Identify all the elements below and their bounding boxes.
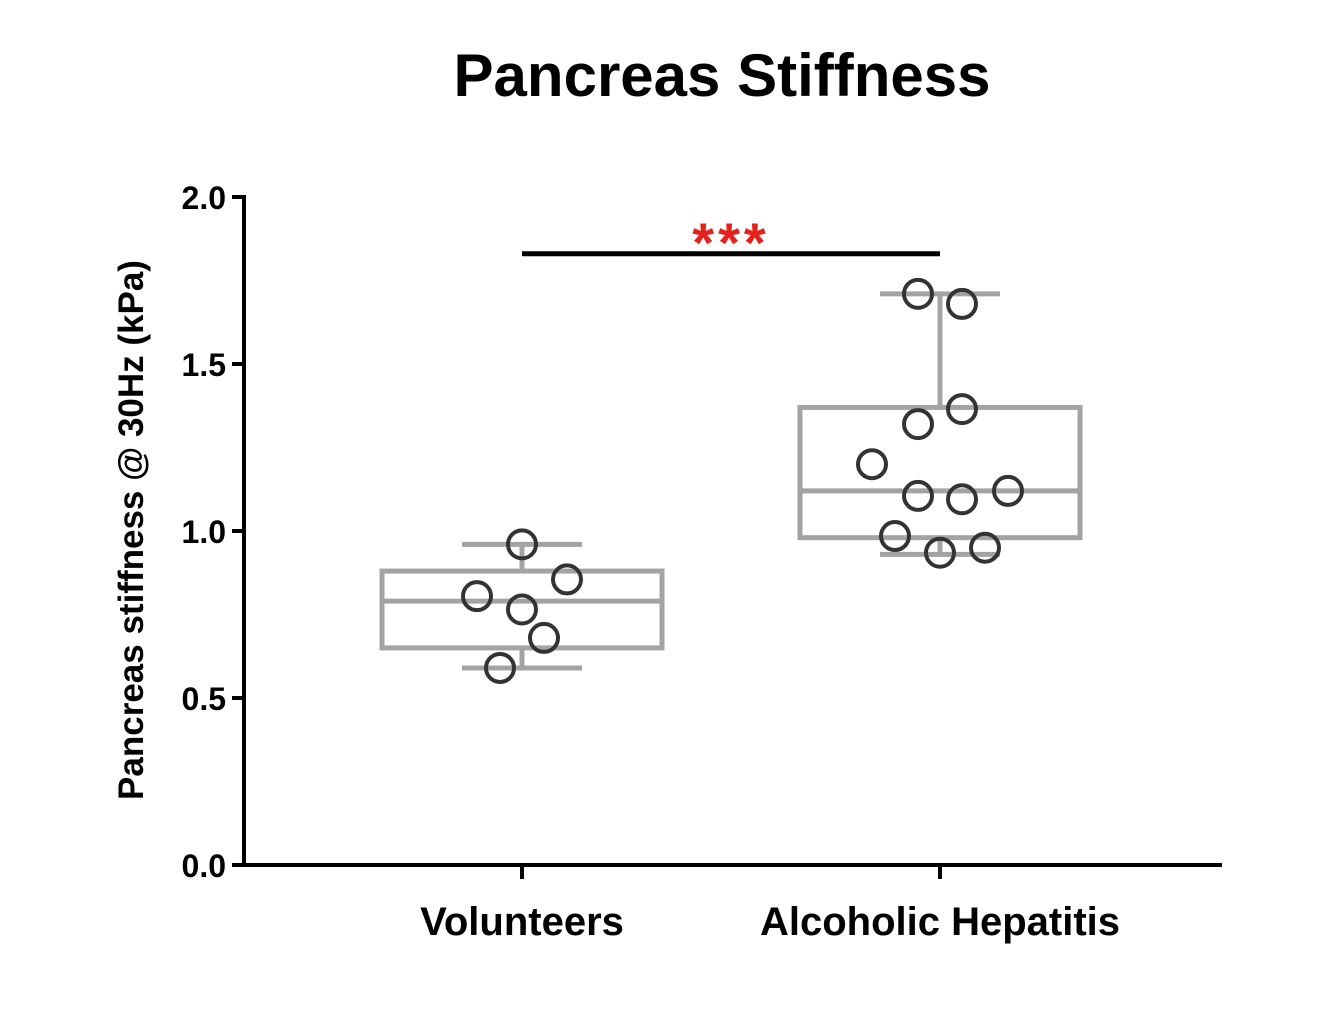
chart-title: Pancreas Stiffness	[454, 42, 991, 109]
data-point	[856, 448, 888, 481]
y-tick-label: 2.0	[182, 180, 226, 216]
iqr-box	[379, 568, 665, 651]
axes: 0.0 0.5 1.0 1.5 2.0 Volunteers Alcoholic Hepat…	[182, 180, 1222, 944]
data-point	[902, 277, 934, 310]
data-point	[902, 408, 934, 441]
box-alcoholic-hepatitis	[797, 291, 1083, 557]
data-point	[528, 621, 560, 654]
data-point	[924, 536, 956, 569]
y-axis-label: Pancreas stiffness @ 30Hz (kPa)	[112, 260, 151, 800]
x-tick-label: Alcoholic Hepatitis	[760, 900, 1120, 944]
x-tick-label: Volunteers	[420, 900, 624, 944]
y-tick-label: 0.0	[182, 848, 226, 884]
data-point	[506, 528, 538, 561]
y-tick-label: 1.5	[182, 347, 226, 383]
data-point	[946, 393, 978, 426]
box-volunteers	[379, 541, 665, 671]
data-points	[461, 277, 1024, 684]
data-point	[484, 651, 516, 684]
data-point	[992, 474, 1024, 507]
data-point	[902, 479, 934, 512]
significance-stars: ***	[692, 211, 769, 274]
data-point	[879, 520, 911, 553]
y-tick-label: 1.0	[182, 514, 226, 550]
data-point	[946, 287, 978, 320]
data-point	[969, 531, 1001, 564]
significance-annotation: ***	[522, 211, 940, 274]
iqr-box	[797, 404, 1083, 541]
data-point	[506, 593, 538, 626]
y-tick-label: 0.5	[182, 681, 226, 717]
data-point	[461, 580, 493, 613]
data-point	[551, 563, 583, 596]
data-point	[946, 483, 978, 516]
boxes	[379, 291, 1083, 671]
